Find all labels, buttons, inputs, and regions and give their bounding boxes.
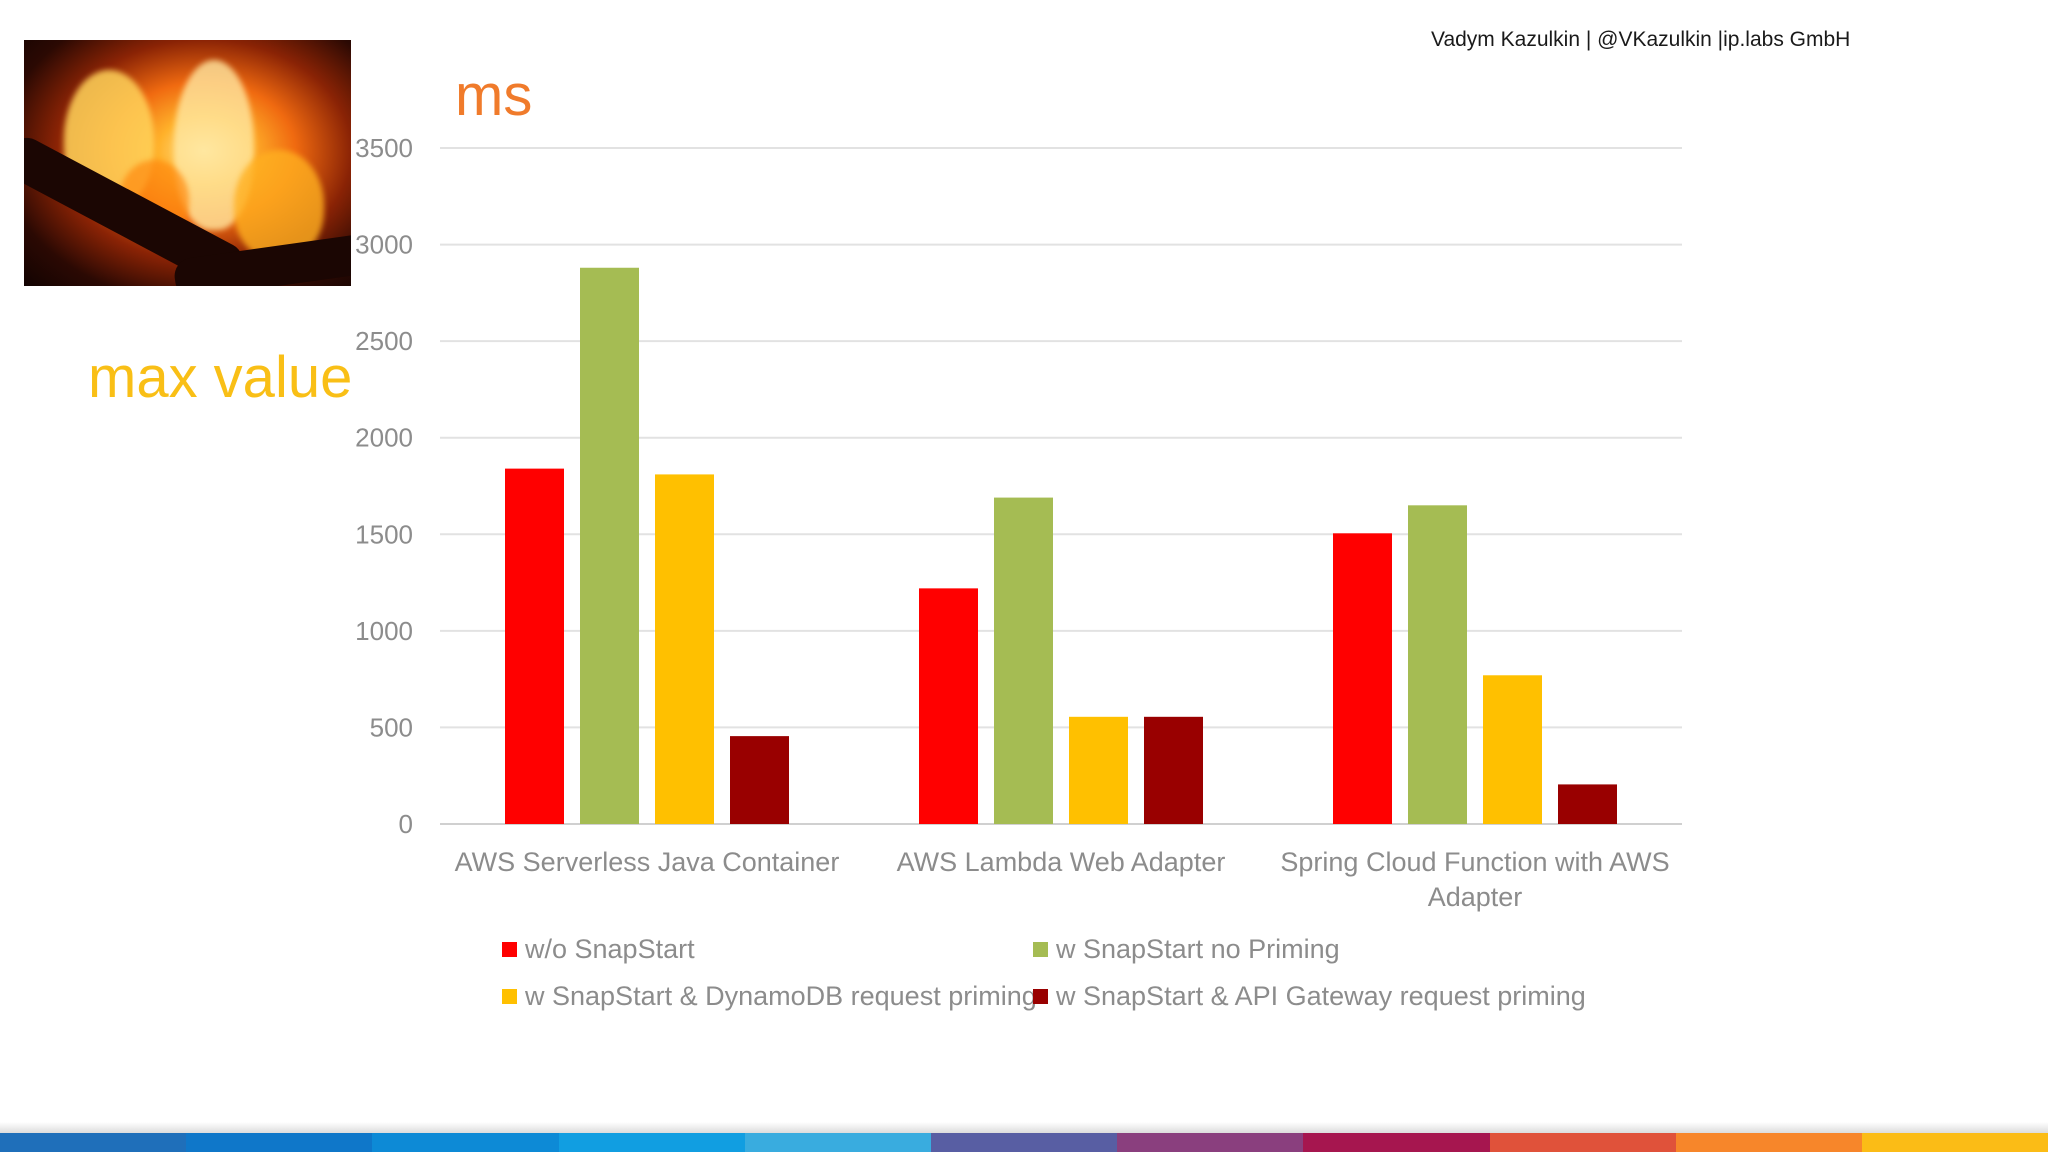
footer-color-segment xyxy=(186,1133,373,1152)
author-credit: Vadym Kazulkin | @VKazulkin |ip.labs Gmb… xyxy=(1431,28,1851,51)
y-tick-label: 1500 xyxy=(355,519,413,549)
legend-item: w SnapStart & API Gateway request primin… xyxy=(1033,981,1586,1012)
legend-item: w SnapStart no Priming xyxy=(1033,934,1340,965)
fire-photo xyxy=(24,40,351,286)
bar xyxy=(730,736,789,824)
legend-label: w SnapStart no Priming xyxy=(1056,934,1340,964)
footer-color-segment xyxy=(372,1133,559,1152)
bar xyxy=(1069,716,1128,824)
footer-color-segment xyxy=(1675,1133,1862,1152)
footer-color-segment xyxy=(558,1133,745,1152)
x-category-label: Adapter xyxy=(1428,882,1523,912)
bar xyxy=(1144,716,1203,824)
y-tick-label: 3500 xyxy=(355,133,413,163)
bar xyxy=(1558,784,1617,824)
legend-swatch xyxy=(1033,942,1048,957)
y-tick-label: 500 xyxy=(370,712,413,742)
legend-swatch xyxy=(502,942,517,957)
y-axis-unit-label: ms xyxy=(455,63,533,128)
y-tick-label: 2500 xyxy=(355,326,413,356)
legend-label: w/o SnapStart xyxy=(525,934,695,964)
footer-color-segment xyxy=(1303,1133,1490,1152)
y-tick-label: 0 xyxy=(399,809,413,839)
legend-swatch xyxy=(502,989,517,1004)
bar xyxy=(505,468,564,824)
bar xyxy=(1333,533,1392,824)
side-title: max value xyxy=(88,345,353,410)
y-tick-label: 2000 xyxy=(355,423,413,453)
x-category-label: AWS Serverless Java Container xyxy=(455,847,840,877)
bar xyxy=(1483,675,1542,824)
bar xyxy=(994,497,1053,824)
bar xyxy=(655,474,714,824)
footer-color-segment xyxy=(1117,1133,1304,1152)
legend-label: w SnapStart & API Gateway request primin… xyxy=(1056,981,1586,1011)
y-tick-label: 1000 xyxy=(355,616,413,646)
footer-color-segment xyxy=(930,1133,1118,1152)
footer-color-segment xyxy=(0,1133,187,1152)
legend-label: w SnapStart & DynamoDB request priming xyxy=(525,981,1037,1011)
footer-color-segment xyxy=(1861,1133,2048,1152)
legend-item: w SnapStart & DynamoDB request priming xyxy=(502,981,1037,1012)
bar xyxy=(919,588,978,824)
footer-color-bar xyxy=(0,1133,2048,1152)
x-category-label: Spring Cloud Function with AWS xyxy=(1280,847,1669,877)
legend-item: w/o SnapStart xyxy=(502,934,695,965)
y-tick-label: 3000 xyxy=(355,230,413,260)
footer-shadow xyxy=(0,1122,2048,1133)
legend-swatch xyxy=(1033,989,1048,1004)
footer-color-segment xyxy=(1489,1133,1676,1152)
x-category-label: AWS Lambda Web Adapter xyxy=(897,847,1226,877)
footer-color-segment xyxy=(744,1133,931,1152)
bar xyxy=(580,267,639,825)
bar xyxy=(1408,505,1467,824)
